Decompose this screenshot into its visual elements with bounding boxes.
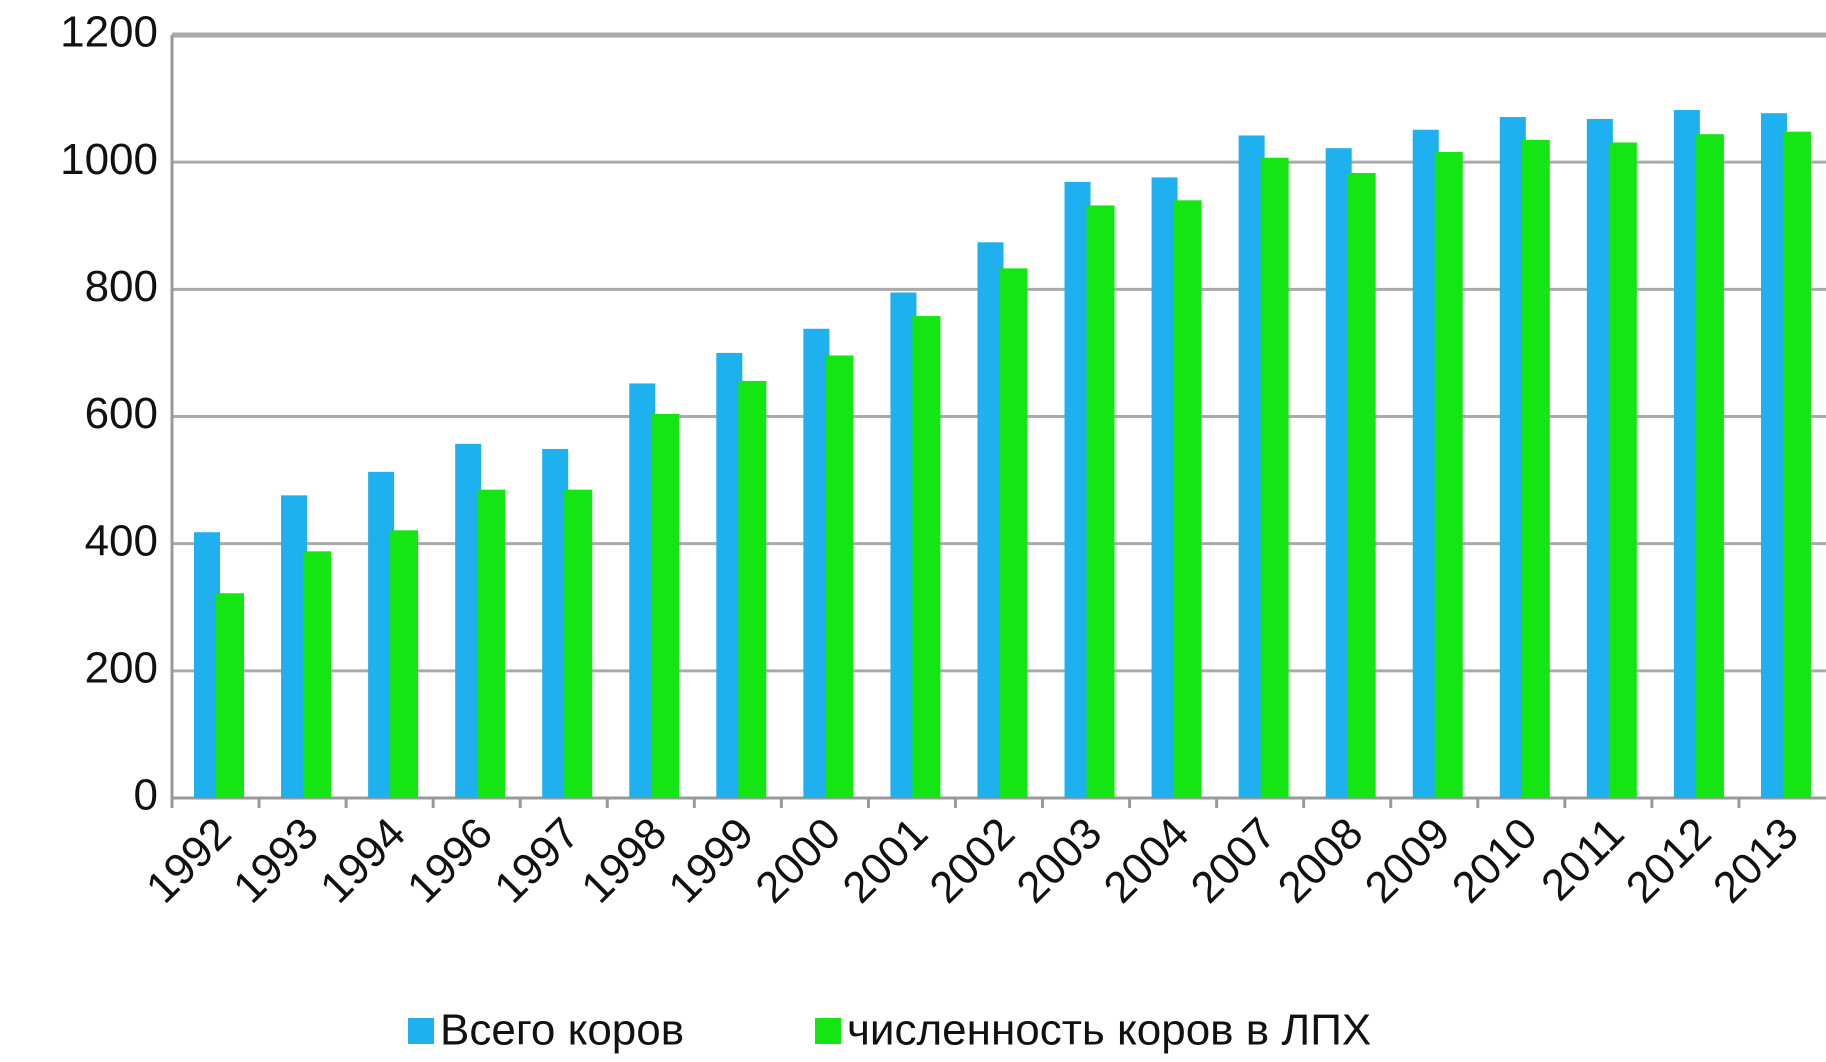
x-tick-label: 1994 — [311, 809, 415, 913]
bar — [194, 532, 220, 798]
y-tick-label: 0 — [134, 771, 158, 820]
x-tick-label: 1996 — [398, 809, 502, 913]
bar — [738, 380, 767, 798]
x-tick-label: 1999 — [659, 809, 763, 913]
y-tick-label: 800 — [85, 262, 158, 311]
bar — [1760, 113, 1787, 798]
bar — [1325, 148, 1352, 798]
x-tick-label: 2007 — [1182, 809, 1286, 913]
bar — [1521, 139, 1550, 799]
x-tick-label: 2008 — [1269, 809, 1373, 913]
bar — [1064, 181, 1091, 798]
bar — [368, 471, 395, 798]
bar — [1151, 177, 1178, 799]
bar — [564, 489, 593, 798]
legend-swatch — [408, 1018, 434, 1044]
bar — [1173, 200, 1202, 799]
x-tick-label: 2013 — [1704, 809, 1808, 913]
bar — [716, 352, 743, 798]
x-tick-label: 1993 — [224, 809, 328, 913]
x-tick-label: 2003 — [1007, 809, 1111, 913]
y-tick-label: 1000 — [60, 135, 158, 184]
x-tick-label: 2011 — [1532, 809, 1634, 911]
bar — [477, 489, 506, 798]
bar — [1086, 205, 1115, 799]
bar — [1238, 135, 1265, 798]
x-tick-label: 2009 — [1356, 809, 1460, 913]
x-tick-label: 2004 — [1095, 809, 1199, 913]
bar — [977, 242, 1004, 798]
bar — [1412, 129, 1439, 799]
bar — [1608, 142, 1637, 799]
x-tick-label: 2012 — [1617, 809, 1721, 913]
bar — [1347, 172, 1376, 798]
legend-label: Всего коров — [440, 1006, 684, 1055]
x-tick-label: 1997 — [485, 809, 589, 913]
bar — [1260, 157, 1289, 799]
bar — [912, 316, 941, 798]
x-tick-label: 2010 — [1443, 809, 1547, 913]
bar — [803, 328, 830, 798]
bar — [999, 268, 1028, 798]
bar — [825, 355, 854, 798]
bar — [303, 551, 332, 798]
bar — [455, 443, 482, 798]
bar — [216, 593, 244, 798]
bar — [890, 292, 917, 798]
x-tick-label: 1992 — [137, 809, 241, 913]
bar — [281, 495, 308, 798]
bar — [651, 413, 680, 798]
y-tick-label: 600 — [85, 389, 158, 438]
bar — [1673, 110, 1700, 799]
legend-swatch — [815, 1018, 841, 1044]
y-tick-label: 200 — [85, 643, 158, 692]
y-tick-label: 1200 — [60, 8, 158, 57]
bar — [1782, 131, 1811, 798]
bar — [1499, 117, 1526, 798]
bar — [390, 530, 419, 798]
bar — [542, 448, 569, 798]
bar — [1586, 118, 1613, 799]
x-tick-label: 2000 — [746, 809, 850, 913]
legend-label: численность коров в ЛПХ — [847, 1006, 1371, 1055]
x-tick-label: 2002 — [920, 809, 1024, 913]
bar — [1695, 134, 1724, 798]
bar — [629, 383, 656, 798]
bar — [1434, 151, 1463, 798]
y-tick-label: 400 — [85, 516, 158, 565]
x-tick-label: 2001 — [833, 809, 937, 913]
x-tick-label: 1998 — [572, 809, 676, 913]
